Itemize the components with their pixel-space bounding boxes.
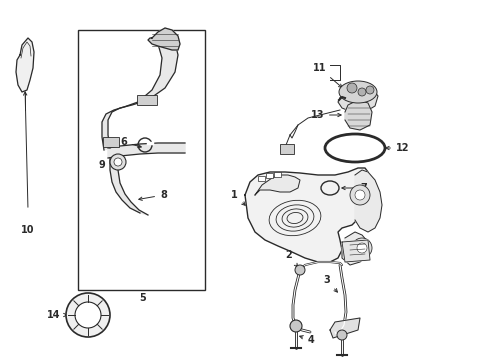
Text: 7: 7 (342, 183, 367, 193)
Polygon shape (338, 85, 378, 112)
Circle shape (110, 154, 126, 170)
Bar (258, 176, 265, 181)
Circle shape (295, 265, 305, 275)
Text: 5: 5 (140, 293, 147, 303)
Polygon shape (102, 35, 178, 150)
Text: 12: 12 (386, 143, 410, 153)
Text: 4: 4 (300, 335, 315, 345)
Bar (103, 137, 119, 147)
Text: 10: 10 (21, 225, 35, 235)
Bar (78, 30, 205, 290)
Text: 11: 11 (313, 63, 342, 87)
Polygon shape (330, 318, 360, 338)
Circle shape (347, 83, 357, 93)
Polygon shape (16, 38, 34, 92)
Circle shape (114, 158, 122, 166)
Bar (280, 144, 294, 154)
Polygon shape (342, 240, 370, 262)
Bar (266, 173, 273, 178)
Bar (137, 95, 157, 105)
Circle shape (357, 243, 367, 253)
Polygon shape (148, 28, 180, 50)
Ellipse shape (339, 81, 377, 103)
Circle shape (290, 320, 302, 332)
Text: 8: 8 (139, 190, 167, 201)
Polygon shape (245, 168, 370, 262)
Circle shape (75, 302, 101, 328)
Circle shape (358, 88, 366, 96)
Circle shape (66, 293, 110, 337)
Text: 9: 9 (98, 160, 114, 170)
Polygon shape (110, 158, 148, 215)
Text: 3: 3 (323, 275, 338, 292)
Circle shape (352, 238, 372, 258)
Text: 6: 6 (120, 137, 141, 148)
Polygon shape (342, 232, 368, 265)
Polygon shape (255, 175, 300, 195)
Text: 1: 1 (231, 190, 245, 205)
Text: 2: 2 (285, 250, 297, 267)
Text: 13: 13 (311, 110, 341, 120)
Circle shape (350, 185, 370, 205)
Circle shape (366, 86, 374, 94)
Circle shape (337, 330, 347, 340)
Polygon shape (355, 170, 382, 232)
Text: 14: 14 (47, 310, 67, 320)
Circle shape (355, 190, 365, 200)
Bar (274, 172, 281, 177)
Polygon shape (108, 143, 185, 158)
Polygon shape (345, 100, 372, 130)
